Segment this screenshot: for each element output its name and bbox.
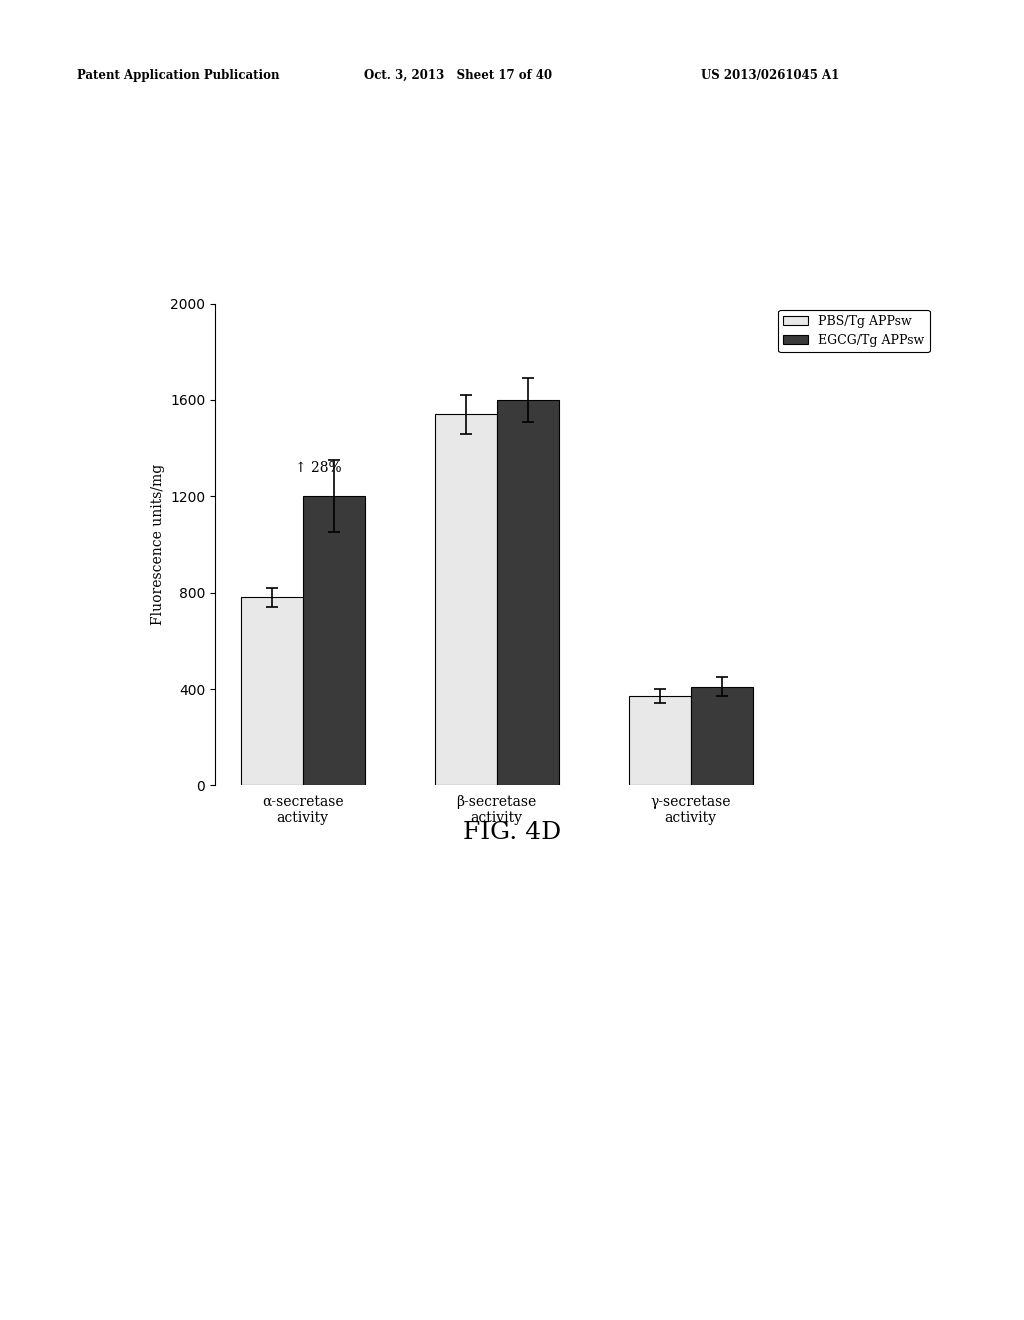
Text: Oct. 3, 2013   Sheet 17 of 40: Oct. 3, 2013 Sheet 17 of 40 xyxy=(364,69,552,82)
Text: FIG. 4D: FIG. 4D xyxy=(463,821,561,843)
Bar xyxy=(690,686,753,785)
Text: US 2013/0261045 A1: US 2013/0261045 A1 xyxy=(701,69,840,82)
Bar xyxy=(303,496,365,785)
Text: Patent Application Publication: Patent Application Publication xyxy=(77,69,280,82)
Legend: PBS/Tg APPsw, EGCG/Tg APPsw: PBS/Tg APPsw, EGCG/Tg APPsw xyxy=(778,310,930,352)
Bar xyxy=(241,598,303,785)
Y-axis label: Fluorescence units/mg: Fluorescence units/mg xyxy=(151,463,165,626)
Bar xyxy=(434,414,497,785)
Bar xyxy=(497,400,559,785)
Bar xyxy=(629,696,690,785)
Text: ↑ 28%: ↑ 28% xyxy=(295,461,342,475)
